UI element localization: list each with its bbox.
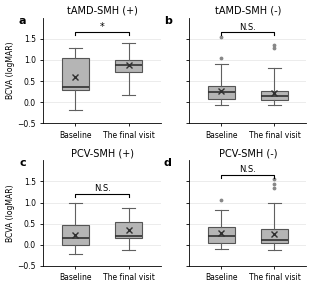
Y-axis label: BCVA (logMAR): BCVA (logMAR) (6, 42, 15, 99)
PathPatch shape (208, 227, 235, 242)
Text: a: a (18, 16, 26, 26)
Text: b: b (164, 16, 172, 26)
Title: PCV-SMH (+): PCV-SMH (+) (71, 148, 134, 158)
PathPatch shape (261, 229, 288, 243)
Title: tAMD-SMH (+): tAMD-SMH (+) (67, 5, 138, 16)
PathPatch shape (261, 91, 288, 100)
Title: tAMD-SMH (-): tAMD-SMH (-) (215, 5, 281, 16)
Title: PCV-SMH (-): PCV-SMH (-) (219, 148, 277, 158)
Text: N.S.: N.S. (94, 184, 110, 193)
Text: *: * (100, 22, 105, 32)
Y-axis label: BCVA (logMAR): BCVA (logMAR) (6, 184, 15, 242)
PathPatch shape (208, 86, 235, 99)
Text: N.S.: N.S. (239, 165, 256, 174)
PathPatch shape (115, 221, 142, 238)
PathPatch shape (62, 58, 89, 90)
Text: c: c (19, 158, 26, 168)
PathPatch shape (115, 60, 142, 72)
Text: N.S.: N.S. (239, 23, 256, 32)
PathPatch shape (62, 225, 89, 245)
Text: d: d (164, 158, 172, 168)
